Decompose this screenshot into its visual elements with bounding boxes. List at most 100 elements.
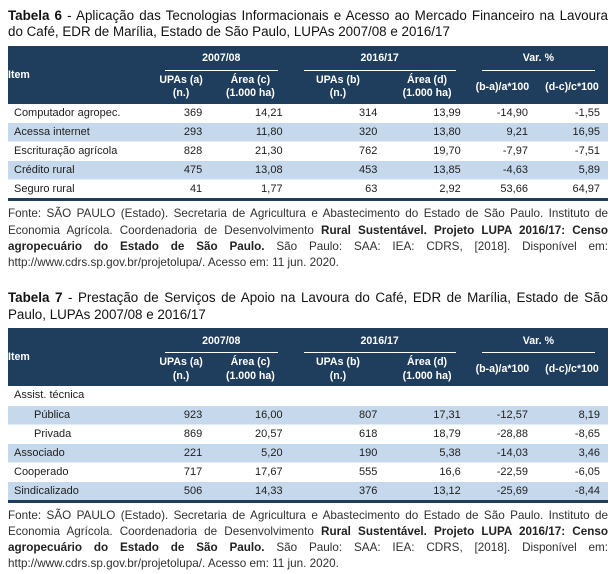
cell-value: 762 xyxy=(290,141,386,161)
source-note-bold: Rural Sustentável. Projeto LUPA 2016/17:… xyxy=(8,223,608,253)
cell-value: -25,69 xyxy=(468,480,536,501)
cell-value: 18,79 xyxy=(385,423,469,443)
cell-value: 314 xyxy=(359,107,378,120)
table-row: Privada 869 20,57 618 18,79 -28,88 -8,65 xyxy=(8,423,608,443)
column-group-var: Var. % xyxy=(468,328,608,353)
table-row: Associado 221 5,20 190 5,38 -14,03 3,46 xyxy=(8,442,608,462)
cell-value: 5,38 xyxy=(385,442,469,462)
column-header-var-ba: (b-a)/a*100 xyxy=(468,70,536,104)
cell-value: -12,57 xyxy=(468,404,536,424)
row-label: Sindicalizado xyxy=(8,480,152,501)
cell-value: 475 xyxy=(152,160,211,180)
cell-value: 19,70 xyxy=(385,141,469,161)
row-label: Crédito rural xyxy=(8,160,152,180)
tabela-6-title-label: Tabela 6 xyxy=(8,8,63,23)
tabela-7-title: Tabela 7 - Prestação de Serviços de Apoi… xyxy=(8,290,608,323)
cell-value: 9,21 xyxy=(468,122,536,142)
cell-value: -8,65 xyxy=(535,423,608,443)
row-label: Acessa internet xyxy=(8,122,152,142)
source-note-text: São Paulo: SAA: IEA: CDRS, [2018]. Dispo… xyxy=(8,239,608,269)
row-label: Escrituração agrícola xyxy=(8,141,152,161)
column-header-upas-a: UPAs (a) (n.) xyxy=(152,70,211,104)
cell-value: 1,77 xyxy=(210,179,291,200)
cell-value: 13,80 xyxy=(385,122,469,142)
tabela-6-header: Item 2007/08 2016/17 Var. % UPAs (a) (n.)… xyxy=(8,45,608,104)
source-note-text: Fonte: SÃO PAULO (Estado). Secretaria de… xyxy=(8,508,608,538)
table-row: Escrituração agrícola 828 21,30 762 19,7… xyxy=(8,141,608,161)
cell-value: 190 xyxy=(290,442,386,462)
column-header-var-ba: (b-a)/a*100 xyxy=(468,353,536,386)
cell-value: 5,20 xyxy=(210,442,291,462)
cell-value: 64,97 xyxy=(535,179,608,200)
cell-value: 506 xyxy=(152,480,211,501)
cell-value: 2,92 xyxy=(385,179,469,200)
cell-value: 13,08 xyxy=(210,160,291,180)
cell-value: -28,88 xyxy=(468,423,536,443)
cell-value: 13,85 xyxy=(385,160,469,180)
column-group-2016-17: 2016/17 xyxy=(290,328,469,353)
column-header-upas-b: UPAs (b) (n.) xyxy=(290,353,386,386)
cell-value: 869 xyxy=(152,423,211,443)
cell-value: 53,66 xyxy=(468,179,536,200)
column-header-upas-a: UPAs (a) (n.) xyxy=(152,353,211,386)
cell-value: 14,33 xyxy=(210,480,291,501)
column-header-area-d: Área (d) (1.000 ha) xyxy=(385,70,469,104)
table-row: Pública 923 16,00 807 17,31 -12,57 8,19 xyxy=(8,404,608,424)
tabela-7-header: Item 2007/08 2016/17 Var. % UPAs (a) (n.)… xyxy=(8,328,608,386)
source-note-bold: Rural Sustentável. Projeto LUPA 2016/17:… xyxy=(8,524,608,554)
tabela-6-title: Tabela 6 - Aplicação das Tecnologias Inf… xyxy=(8,8,608,41)
source-note-text: São Paulo: SAA: IEA: CDRS, [2018]. Dispo… xyxy=(8,540,608,570)
cell-value: 11,80 xyxy=(210,122,291,142)
row-label: Cooperado xyxy=(8,461,152,481)
cell-value: 923 xyxy=(152,404,211,424)
source-note-text: Fonte: SÃO PAULO (Estado). Secretaria de… xyxy=(8,207,608,237)
table-row: Seguro rural 41 1,77 63 2,92 53,66 64,97 xyxy=(8,179,608,200)
cell-value: -8,44 xyxy=(535,480,608,501)
column-header-item: Item xyxy=(8,328,152,386)
cell-value: 807 xyxy=(290,404,386,424)
cell-value: 63 xyxy=(290,179,386,200)
cell-value: 8,19 xyxy=(535,404,608,424)
column-header-area-c: Área (c) (1.000 ha) xyxy=(210,70,291,104)
cell-value: 320 xyxy=(290,122,386,142)
cell-value: 16,6 xyxy=(385,461,469,481)
cell-value: 16,00 xyxy=(210,404,291,424)
cell-value: -4,63 xyxy=(468,160,536,180)
cell-value: 453 xyxy=(290,160,386,180)
cell-value: -6,05 xyxy=(535,461,608,481)
cell-value: -7,97 xyxy=(468,141,536,161)
cell-value: 555 xyxy=(290,461,386,481)
table-row: Cooperado 717 17,67 555 16,6 -22,59 -6,0… xyxy=(8,461,608,481)
column-group-2016-17: 2016/17 xyxy=(290,45,469,71)
cell-value: 20,57 xyxy=(210,423,291,443)
column-header-item: Item xyxy=(8,45,152,104)
tabela-6-title-text: - Aplicação das Tecnologias Informaciona… xyxy=(8,8,608,40)
cell-value: 5,89 xyxy=(535,160,608,180)
cell-value: 717 xyxy=(152,461,211,481)
cell-value: 369 xyxy=(183,107,203,120)
column-header-area-d: Área (d) (1.000 ha) xyxy=(385,353,469,386)
row-label: Pública xyxy=(8,404,152,424)
column-group-2007-08: 2007/08 xyxy=(152,328,291,353)
tabela-7-title-text: - Prestação de Serviços de Apoio na Lavo… xyxy=(8,290,608,322)
cell-value: -1,55 xyxy=(574,107,600,120)
table-row: Computador agropec. 369 14,21 314 13,99 … xyxy=(8,104,608,123)
table-row: Crédito rural 475 13,08 453 13,85 -4,63 … xyxy=(8,160,608,180)
column-group-var: Var. % xyxy=(468,45,608,71)
cell-value: 16,95 xyxy=(535,122,608,142)
cell-value: 618 xyxy=(290,423,386,443)
table-row: Sindicalizado 506 14,33 376 13,12 -25,69… xyxy=(8,480,608,501)
cell-value: 293 xyxy=(152,122,211,142)
cell-value: 17,67 xyxy=(210,461,291,481)
cell-value: 13,12 xyxy=(385,480,469,501)
cell-value: 17,31 xyxy=(385,404,469,424)
cell-value: 828 xyxy=(152,141,211,161)
cell-value: 21,30 xyxy=(210,141,291,161)
cell-value: 41 xyxy=(152,179,211,200)
row-label: Privada xyxy=(8,423,152,443)
section-label: Assist. técnica xyxy=(14,389,85,402)
tabela-7-title-label: Tabela 7 xyxy=(8,290,63,306)
cell-value: -7,51 xyxy=(535,141,608,161)
tabela-6-source-note: Fonte: SÃO PAULO (Estado). Secretaria de… xyxy=(8,206,608,271)
cell-value: -14,90 xyxy=(496,107,528,120)
